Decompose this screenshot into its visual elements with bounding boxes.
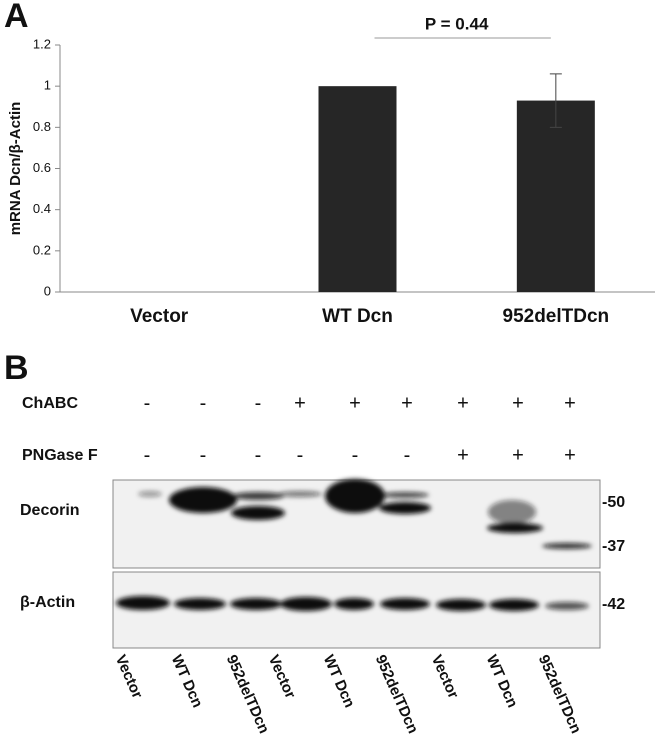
treatment-sign: +	[512, 392, 524, 414]
lane-label: 952delTDcn	[223, 652, 273, 736]
treatment-sign: +	[349, 392, 361, 414]
y-tick-label: 0.2	[33, 242, 51, 257]
lane-label: Vector	[428, 652, 462, 701]
panel-label: B	[4, 349, 29, 387]
treatment-sign: -	[255, 392, 262, 414]
x-tick-label: Vector	[130, 306, 189, 327]
mw-marker: -50	[602, 494, 625, 511]
treatment-sign: +	[294, 392, 306, 414]
treatment-sign: -	[352, 444, 359, 466]
treatment-sign: -	[255, 444, 262, 466]
bar	[516, 100, 595, 292]
lane-label: WT Dcn	[320, 652, 358, 710]
y-axis-label: mRNA Dcn/β-Actin	[7, 102, 24, 236]
lane-label: 952delTDcn	[372, 652, 422, 736]
treatment-sign: -	[144, 444, 151, 466]
treatment-sign: +	[564, 392, 576, 414]
mw-marker: -42	[602, 596, 625, 613]
treatment-sign: +	[457, 444, 469, 466]
y-tick-label: 0.6	[33, 160, 51, 175]
y-tick-label: 1	[44, 78, 51, 93]
x-tick-label: WT Dcn	[322, 306, 393, 327]
treatment-sign: -	[297, 444, 304, 466]
y-tick-label: 0.4	[33, 201, 51, 216]
row-label: ChABC	[22, 395, 78, 412]
x-tick-label: 952delTDcn	[503, 306, 610, 327]
treatment-sign: -	[200, 392, 207, 414]
treatment-sign: +	[457, 392, 469, 414]
treatment-sign: -	[404, 444, 411, 466]
lane-label: Vector	[265, 652, 299, 701]
bar	[318, 86, 397, 293]
panel-label: A	[4, 0, 29, 35]
row-label: PNGase F	[22, 447, 98, 464]
error-bar	[549, 73, 562, 128]
y-tick-label: 0.8	[33, 119, 51, 134]
treatment-sign: -	[144, 392, 151, 414]
blot-image	[112, 479, 601, 649]
y-tick-label: 1.2	[33, 36, 51, 51]
treatment-sign: +	[512, 444, 524, 466]
y-tick-label: 0	[44, 283, 51, 298]
lane-label: Vector	[112, 652, 146, 701]
treatment-sign: -	[200, 444, 207, 466]
band-label: Decorin	[20, 502, 80, 519]
treatment-sign: +	[401, 392, 413, 414]
lane-label: 952delTDcn	[535, 652, 585, 736]
lane-label: WT Dcn	[483, 652, 521, 710]
mw-marker: -37	[602, 538, 625, 555]
lane-label: WT Dcn	[168, 652, 206, 710]
annotation: P = 0.44	[425, 14, 489, 33]
band-label: β-Actin	[20, 594, 75, 611]
treatment-sign: +	[564, 444, 576, 466]
